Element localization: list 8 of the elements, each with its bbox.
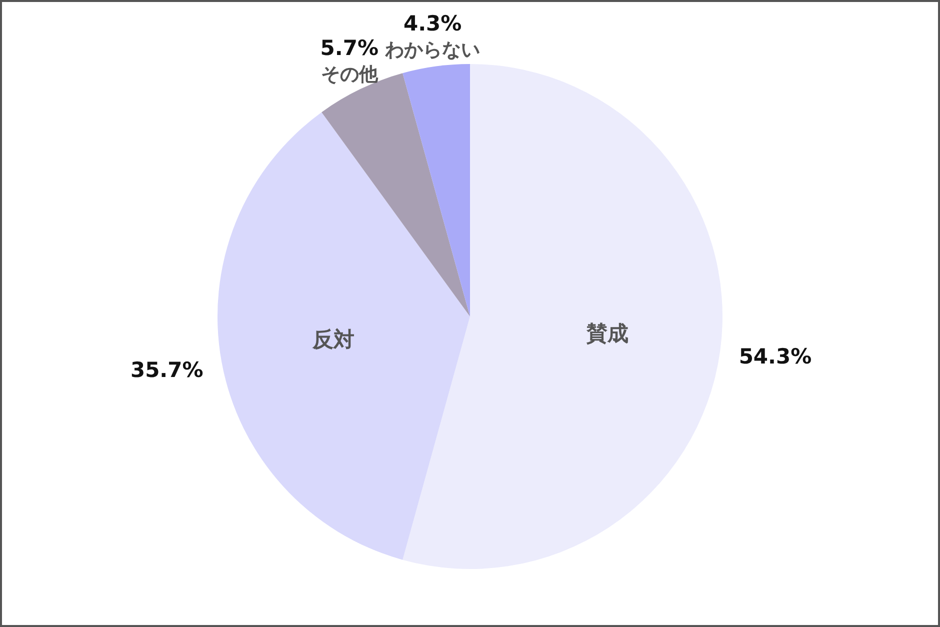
data-label: 54.3% (738, 344, 812, 368)
slice-label: わからない (384, 39, 480, 62)
slice-label: 賛成 (586, 322, 629, 346)
data-label: 5.7% (320, 36, 378, 60)
slice-label: 反対 (311, 328, 354, 352)
slice-label: その他 (320, 63, 379, 86)
data-label: 35.7% (130, 358, 204, 382)
data-label: 4.3% (403, 12, 462, 36)
